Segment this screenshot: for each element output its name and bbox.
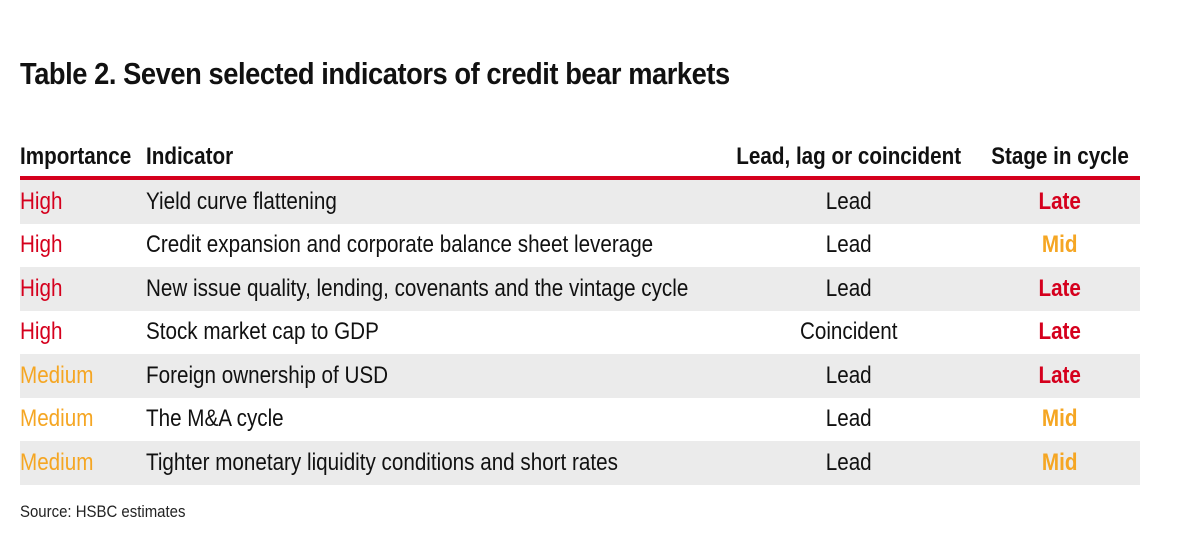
lead-lag-cell: Lead (826, 231, 872, 259)
importance-cell: High (20, 187, 63, 215)
indicator-cell: Foreign ownership of USD (146, 361, 389, 389)
table-row: Medium The M&A cycle Lead Mid (20, 398, 1140, 442)
source-note: Source: HSBC estimates (20, 502, 186, 521)
header-stage: Stage in cycle (991, 143, 1129, 170)
importance-cell: High (20, 231, 63, 259)
importance-cell: Medium (20, 448, 94, 476)
table-header: Importance Indicator Lead, lag or coinci… (20, 138, 1140, 180)
indicators-table: Importance Indicator Lead, lag or coinci… (20, 138, 1140, 485)
lead-lag-cell: Lead (826, 274, 872, 302)
indicator-cell: Credit expansion and corporate balance s… (146, 231, 654, 259)
indicator-cell: Stock market cap to GDP (146, 318, 379, 346)
lead-lag-cell: Coincident (800, 318, 898, 346)
stage-cell: Late (1038, 274, 1082, 302)
lead-lag-cell: Lead (826, 448, 872, 476)
stage-cell: Late (1038, 318, 1082, 346)
lead-lag-cell: Lead (826, 361, 872, 389)
table-row: High New issue quality, lending, covenan… (20, 267, 1140, 311)
importance-cell: High (20, 318, 63, 346)
lead-lag-cell: Lead (826, 187, 872, 215)
stage-cell: Mid (1042, 405, 1078, 433)
table-row: High Stock market cap to GDP Coincident … (20, 311, 1140, 355)
table-row: High Credit expansion and corporate bala… (20, 224, 1140, 268)
indicator-cell: New issue quality, lending, covenants an… (146, 274, 689, 302)
header-importance: Importance (20, 143, 132, 170)
importance-cell: Medium (20, 405, 94, 433)
table-row: Medium Foreign ownership of USD Lead Lat… (20, 354, 1140, 398)
indicator-cell: The M&A cycle (146, 405, 284, 433)
header-indicator: Indicator (146, 143, 234, 170)
stage-cell: Late (1038, 361, 1082, 389)
lead-lag-cell: Lead (826, 405, 872, 433)
stage-cell: Mid (1042, 231, 1078, 259)
indicator-cell: Tighter monetary liquidity conditions an… (146, 448, 618, 476)
table-title: Table 2. Seven selected indicators of cr… (20, 56, 730, 91)
header-lead-lag: Lead, lag or coincident (736, 143, 962, 170)
importance-cell: Medium (20, 361, 94, 389)
importance-cell: High (20, 274, 63, 302)
indicator-cell: Yield curve flattening (146, 187, 337, 215)
table-row: High Yield curve flattening Lead Late (20, 180, 1140, 224)
stage-cell: Mid (1042, 448, 1078, 476)
stage-cell: Late (1038, 187, 1082, 215)
table-row: Medium Tighter monetary liquidity condit… (20, 441, 1140, 485)
